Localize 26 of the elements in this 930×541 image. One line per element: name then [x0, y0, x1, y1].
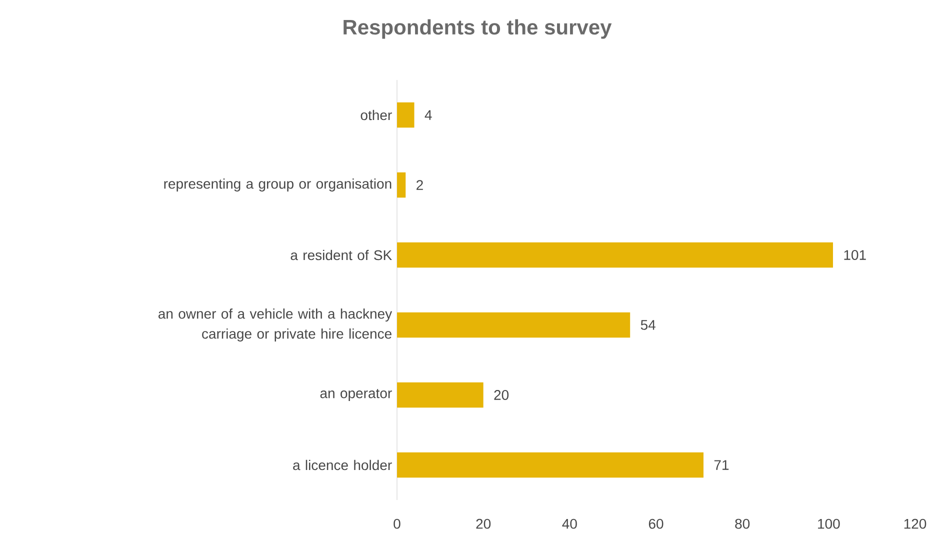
y-tick-label: an operator — [320, 389, 392, 401]
x-tick-label: 0 — [394, 518, 400, 529]
y-tick-label: a licence holder — [293, 460, 392, 470]
data-label: 20 — [494, 390, 509, 400]
bar — [397, 312, 630, 338]
chart-title: Respondents to the survey — [344, 19, 612, 39]
bar — [397, 452, 704, 478]
bar — [397, 172, 406, 198]
bar — [397, 102, 414, 128]
x-tick-label: 40 — [562, 518, 577, 529]
x-tick-label: 100 — [818, 518, 840, 529]
y-tick-label: other — [360, 110, 392, 120]
data-label: 71 — [714, 460, 729, 470]
y-tick-label: a resident of SK — [290, 250, 392, 260]
x-tick-label: 120 — [904, 518, 926, 529]
data-label: 54 — [640, 320, 656, 330]
y-tick-label: representing a group or organisation — [164, 178, 392, 192]
data-label: 4 — [424, 110, 432, 120]
x-tick-label: 60 — [648, 518, 664, 529]
data-label: 2 — [416, 180, 423, 190]
x-tick-label: 20 — [476, 518, 491, 529]
data-label: 101 — [844, 250, 866, 260]
bar — [397, 242, 833, 268]
x-tick-label: 80 — [735, 518, 750, 529]
y-tick-label: an owner of a vehicle with a hackney carriage or private hire licence — [158, 308, 392, 342]
bar — [397, 382, 484, 408]
